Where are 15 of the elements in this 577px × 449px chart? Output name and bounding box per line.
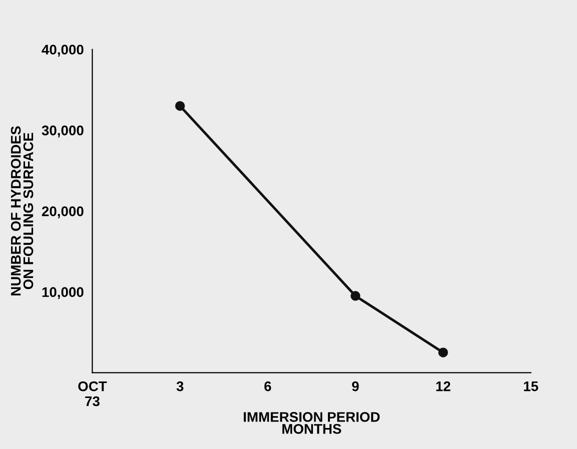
y-tick-label: 10,000 (42, 287, 84, 300)
x-tick-label: OCT 73 (78, 381, 107, 406)
y-tick-label: 20,000 (42, 206, 84, 218)
x-tick-label: 15 (524, 382, 538, 392)
x-axis-title: IMMERSION PERIOD MONTHS (244, 412, 380, 434)
x-tick-label: 3 (176, 381, 184, 392)
point (438, 348, 448, 358)
point (350, 291, 360, 301)
y-axis-title: NUMBER OF HYDROIDES ON FOULING SURFACE (10, 126, 34, 296)
x-tick-label: 12 (436, 381, 450, 392)
point (175, 101, 185, 111)
y-tick-label: 30,000 (42, 126, 84, 138)
x-tick-label: 6 (264, 381, 272, 392)
x-tick-label: 9 (352, 381, 359, 392)
y-tick-label: 40,000 (42, 44, 84, 57)
